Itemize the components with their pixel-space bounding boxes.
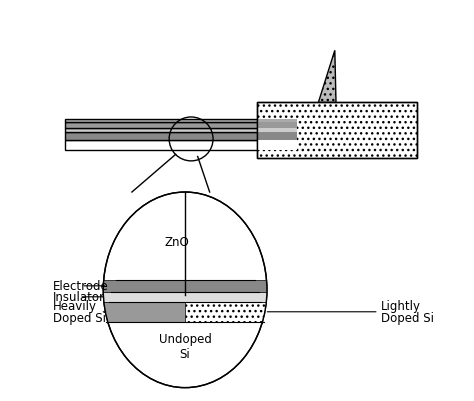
Text: Doped Si: Doped Si <box>54 312 106 324</box>
Text: Heavily: Heavily <box>54 300 97 312</box>
Bar <box>103 292 267 302</box>
Bar <box>257 141 297 151</box>
Bar <box>103 280 267 292</box>
Bar <box>257 133 297 141</box>
Bar <box>65 119 265 123</box>
Bar <box>257 103 417 159</box>
Text: Undoped
Si: Undoped Si <box>159 332 211 360</box>
Bar <box>257 123 297 129</box>
Bar <box>65 133 265 141</box>
Bar <box>257 103 417 159</box>
Bar <box>103 302 267 322</box>
Bar <box>185 302 267 322</box>
Text: ZnO: ZnO <box>165 236 190 249</box>
Bar <box>257 119 297 123</box>
Text: Doped Si: Doped Si <box>381 312 434 324</box>
Bar <box>65 123 265 129</box>
Ellipse shape <box>103 192 267 388</box>
Text: Lightly: Lightly <box>381 300 421 312</box>
Text: Electrode: Electrode <box>54 279 109 293</box>
Bar <box>65 129 265 133</box>
Text: Insulator: Insulator <box>54 291 105 304</box>
Bar <box>257 129 297 133</box>
FancyBboxPatch shape <box>65 141 265 151</box>
Polygon shape <box>319 51 336 103</box>
